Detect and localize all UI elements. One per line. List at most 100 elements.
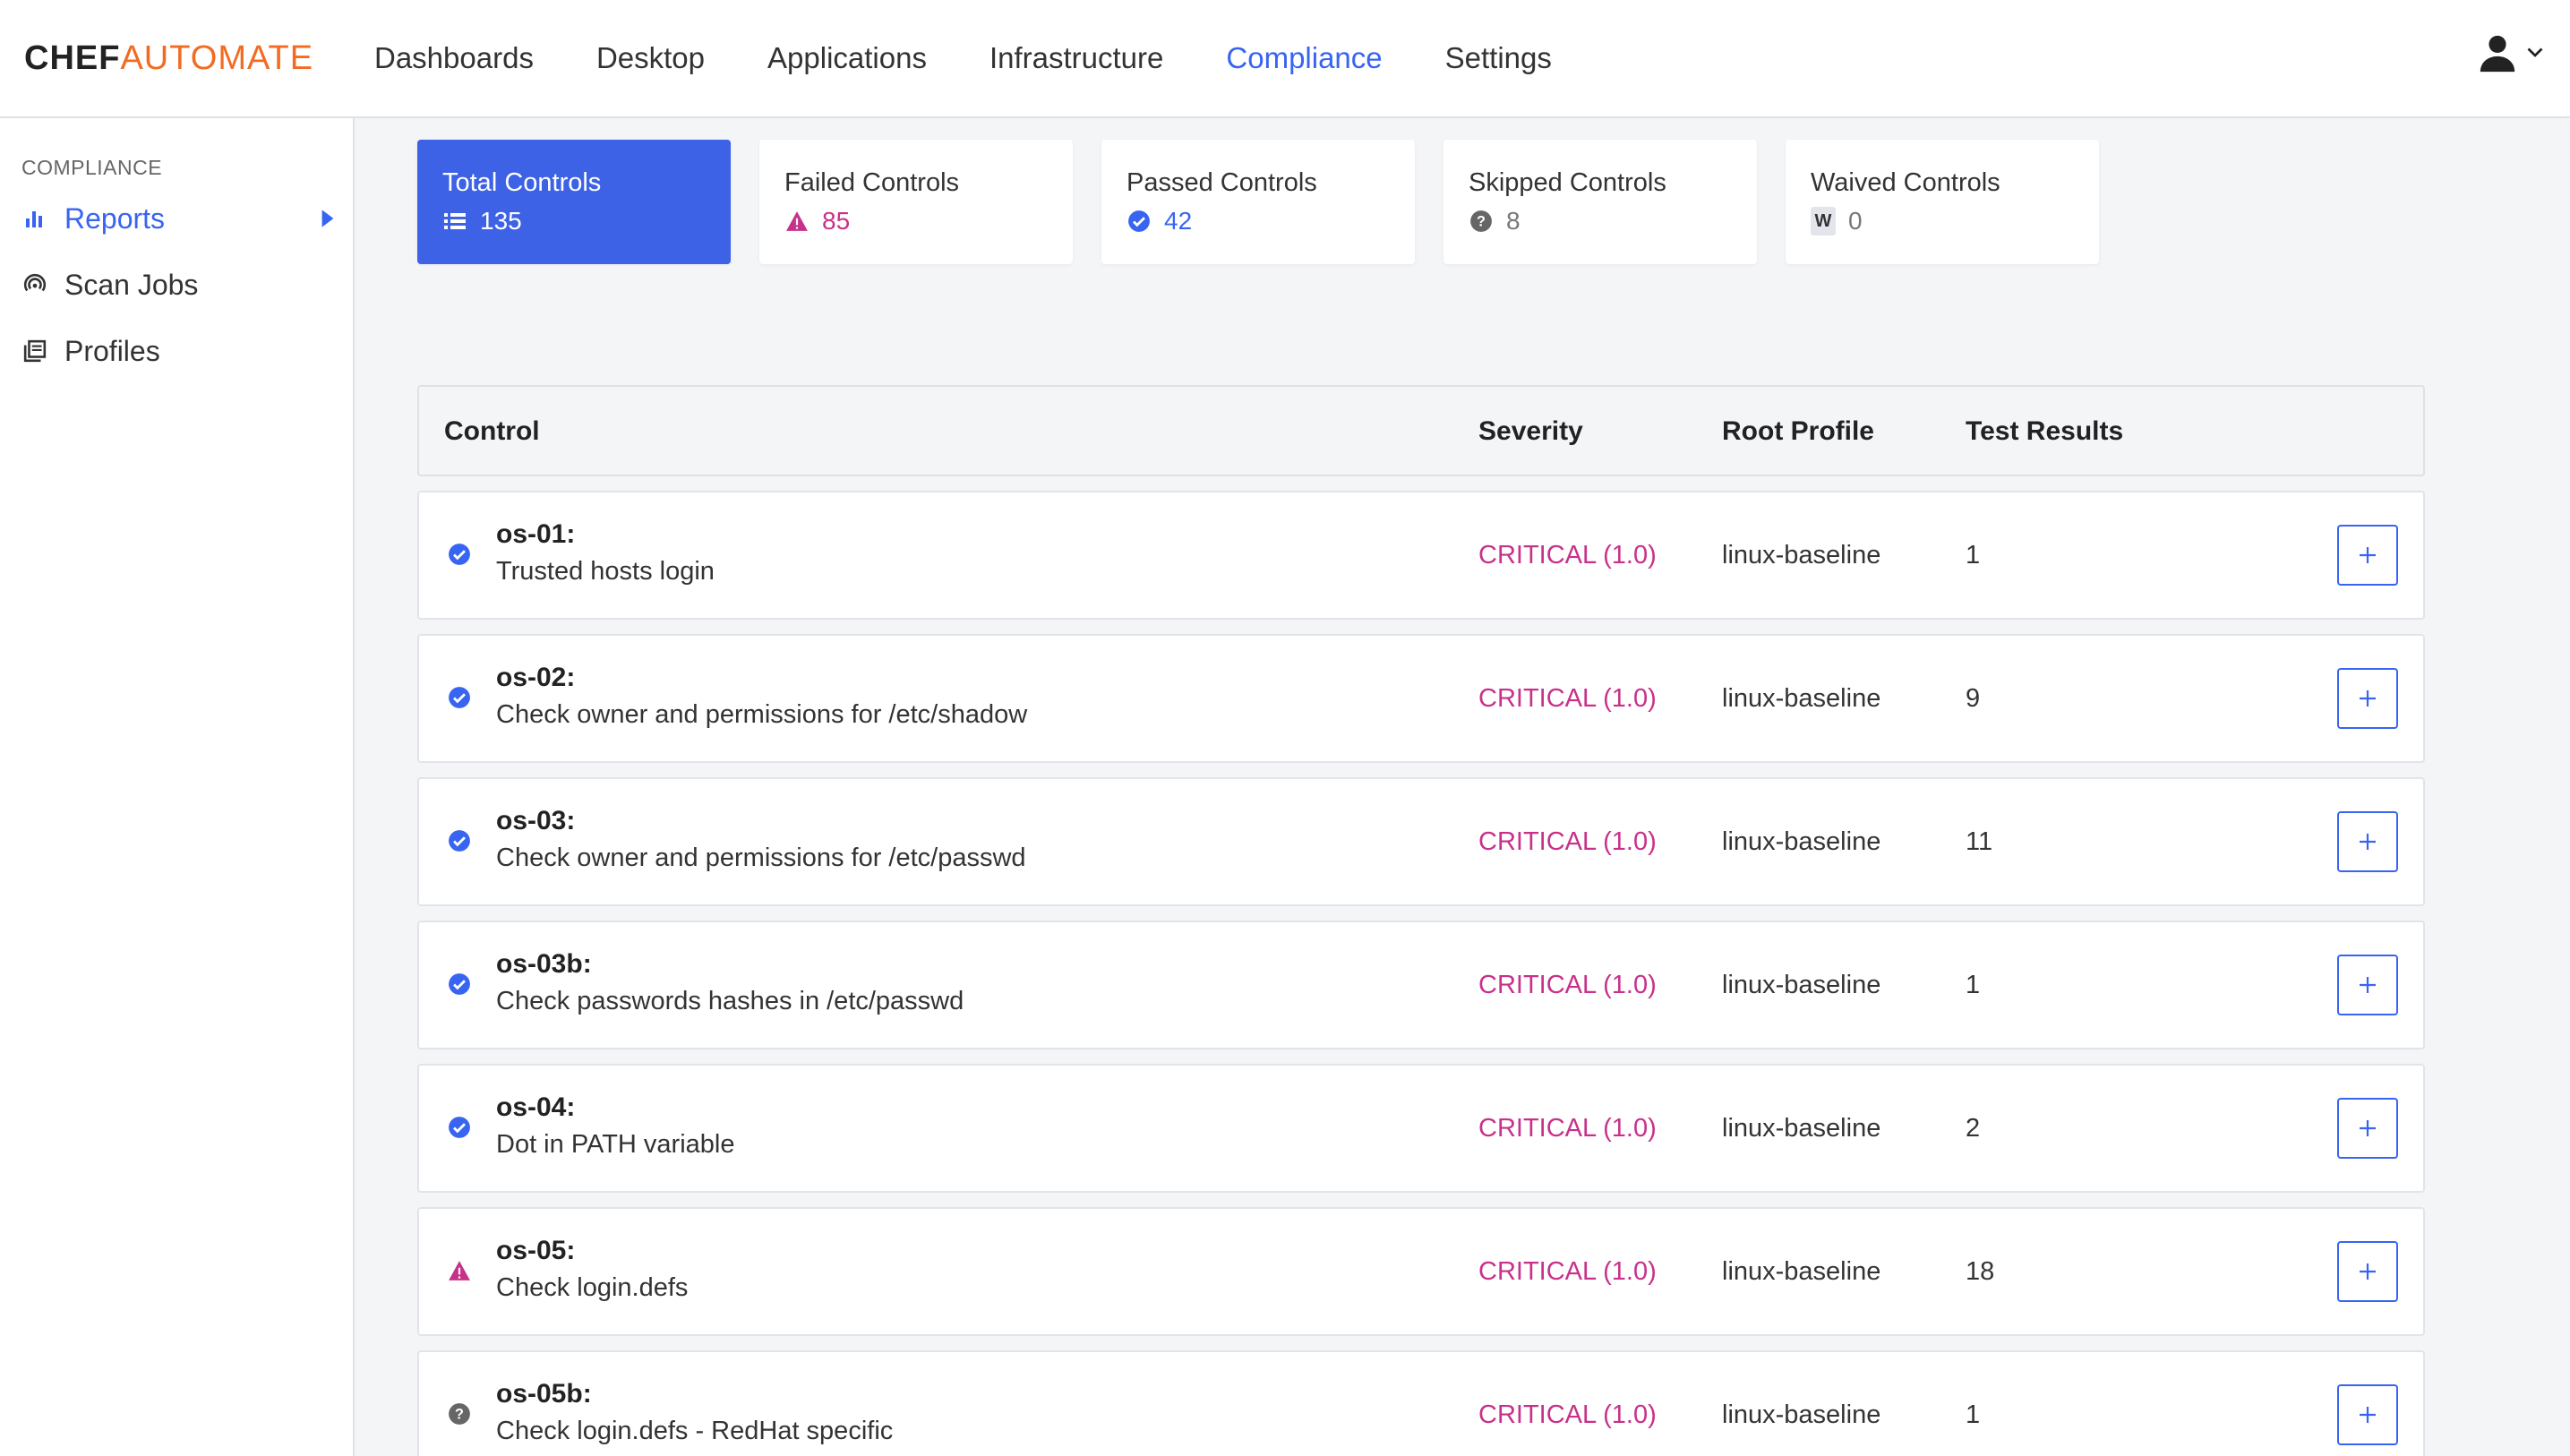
- control-title: Trusted hosts login: [496, 557, 715, 586]
- severity: CRITICAL (1.0): [1478, 971, 1657, 999]
- expand-row-button[interactable]: [2337, 811, 2398, 872]
- control-title: Check passwords hashes in /etc/passwd: [496, 987, 964, 1015]
- chef-automate-logo[interactable]: CHEFAUTOMATE: [24, 39, 314, 77]
- card-title: Waived Controls: [1811, 168, 2000, 197]
- test-results-count: 1: [1966, 541, 1981, 570]
- control-id: os-03:: [496, 806, 576, 835]
- test-results-count: 11: [1966, 827, 1993, 856]
- sidebar-section-title: COMPLIANCE: [21, 156, 163, 179]
- nav-compliance[interactable]: Compliance: [1226, 41, 1383, 74]
- radar-icon: [21, 273, 48, 296]
- control-id: os-05b:: [496, 1379, 592, 1409]
- nav-settings[interactable]: Settings: [1444, 41, 1552, 74]
- root-profile: linux-baseline: [1722, 541, 1881, 570]
- control-title: Check owner and permissions for /etc/sha…: [496, 700, 1028, 729]
- skipped-controls-card[interactable]: Skipped Controls ? 8: [1443, 140, 1757, 264]
- card-value: 8: [1506, 207, 1521, 235]
- test-results-count: 1: [1966, 971, 1981, 999]
- table-row[interactable]: os-05: Check login.defs CRITICAL (1.0) l…: [417, 1207, 2425, 1336]
- chevron-down-icon: [2527, 47, 2543, 57]
- passed-check-icon: [449, 544, 470, 565]
- check-circle-icon: [1127, 210, 1152, 233]
- test-results-count: 18: [1966, 1257, 1995, 1286]
- control-id: os-02:: [496, 663, 576, 692]
- nav-applications[interactable]: Applications: [767, 41, 927, 74]
- expand-row-button[interactable]: [2337, 668, 2398, 729]
- nav-dashboards[interactable]: Dashboards: [374, 41, 534, 74]
- passed-check-icon: [449, 687, 470, 708]
- table-row[interactable]: os-04: Dot in PATH variable CRITICAL (1.…: [417, 1064, 2425, 1193]
- expand-row-button[interactable]: [2337, 1098, 2398, 1159]
- total-controls-card[interactable]: Total Controls 135: [417, 140, 731, 264]
- control-title: Check login.defs: [496, 1273, 689, 1302]
- severity: CRITICAL (1.0): [1478, 684, 1657, 713]
- table-row[interactable]: ? os-05b: Check login.defs - RedHat spec…: [417, 1350, 2425, 1456]
- plus-icon: [2360, 1120, 2376, 1136]
- library-icon: [21, 339, 48, 363]
- card-value: 135: [480, 207, 522, 235]
- column-header-test-results[interactable]: Test Results: [1966, 416, 2124, 446]
- root-profile: linux-baseline: [1722, 827, 1881, 856]
- column-header-control[interactable]: Control: [444, 416, 540, 446]
- waived-badge-icon: W: [1811, 207, 1836, 236]
- table-row[interactable]: os-01: Trusted hosts login CRITICAL (1.0…: [417, 491, 2425, 620]
- nav-desktop[interactable]: Desktop: [595, 41, 706, 74]
- waived-controls-card[interactable]: Waived Controls W 0: [1786, 140, 2099, 264]
- skipped-question-icon: ?: [449, 1403, 470, 1425]
- root-profile: linux-baseline: [1722, 684, 1881, 713]
- sidebar-item-reports[interactable]: Reports: [21, 192, 335, 245]
- plus-icon: [2360, 1263, 2376, 1280]
- failed-warning-icon: [449, 1261, 470, 1280]
- sidebar-item-scan-jobs[interactable]: Scan Jobs: [21, 258, 335, 312]
- root-profile: linux-baseline: [1722, 1400, 1881, 1429]
- bar-chart-icon: [21, 208, 48, 229]
- sidebar-item-label: Profiles: [64, 334, 160, 367]
- control-id: os-05:: [496, 1236, 576, 1265]
- card-value: 0: [1848, 207, 1863, 235]
- failed-controls-card[interactable]: Failed Controls 85: [759, 140, 1073, 264]
- plus-icon: [2360, 690, 2376, 707]
- severity: CRITICAL (1.0): [1478, 541, 1657, 570]
- card-title: Passed Controls: [1127, 168, 1317, 197]
- column-header-root-profile[interactable]: Root Profile: [1722, 416, 1874, 446]
- passed-check-icon: [449, 1117, 470, 1138]
- control-id: os-04:: [496, 1092, 576, 1122]
- sidebar: COMPLIANCE Reports Scan Jobs Profiles: [0, 118, 355, 1456]
- table-row[interactable]: os-03: Check owner and permissions for /…: [417, 777, 2425, 906]
- test-results-count: 1: [1966, 1400, 1981, 1429]
- card-value: 85: [822, 207, 851, 235]
- control-title: Check login.defs - RedHat specific: [496, 1417, 894, 1445]
- root-profile: linux-baseline: [1722, 1114, 1881, 1143]
- control-id: os-03b:: [496, 949, 592, 979]
- card-title: Total Controls: [442, 168, 602, 197]
- card-title: Skipped Controls: [1469, 168, 1666, 197]
- table-row[interactable]: os-02: Check owner and permissions for /…: [417, 634, 2425, 763]
- control-title: Check owner and permissions for /etc/pas…: [496, 844, 1026, 872]
- user-avatar-icon: [2480, 35, 2515, 73]
- sidebar-item-label: Reports: [64, 201, 166, 235]
- control-id: os-01:: [496, 519, 576, 549]
- expand-row-button[interactable]: [2337, 955, 2398, 1015]
- passed-controls-card[interactable]: Passed Controls 42: [1101, 140, 1415, 264]
- severity: CRITICAL (1.0): [1478, 1114, 1657, 1143]
- nav-infrastructure[interactable]: Infrastructure: [989, 41, 1164, 74]
- test-results-count: 2: [1966, 1114, 1981, 1143]
- sidebar-item-profiles[interactable]: Profiles: [21, 324, 335, 378]
- expand-row-button[interactable]: [2337, 1241, 2398, 1302]
- test-results-count: 9: [1966, 684, 1981, 713]
- svg-text:?: ?: [455, 1406, 464, 1422]
- root-profile: linux-baseline: [1722, 971, 1881, 999]
- plus-icon: [2360, 977, 2376, 993]
- plus-icon: [2360, 547, 2376, 563]
- sidebar-item-label: Scan Jobs: [64, 268, 199, 301]
- expand-row-button[interactable]: [2337, 1384, 2398, 1445]
- question-circle-icon: ?: [1469, 210, 1494, 233]
- table-row[interactable]: os-03b: Check passwords hashes in /etc/p…: [417, 921, 2425, 1049]
- expand-row-button[interactable]: [2337, 525, 2398, 586]
- column-header-severity[interactable]: Severity: [1478, 416, 1583, 446]
- plus-icon: [2360, 1407, 2376, 1423]
- list-icon: [442, 212, 467, 230]
- severity: CRITICAL (1.0): [1478, 1400, 1657, 1429]
- user-menu-button[interactable]: [2477, 32, 2543, 73]
- passed-check-icon: [449, 830, 470, 852]
